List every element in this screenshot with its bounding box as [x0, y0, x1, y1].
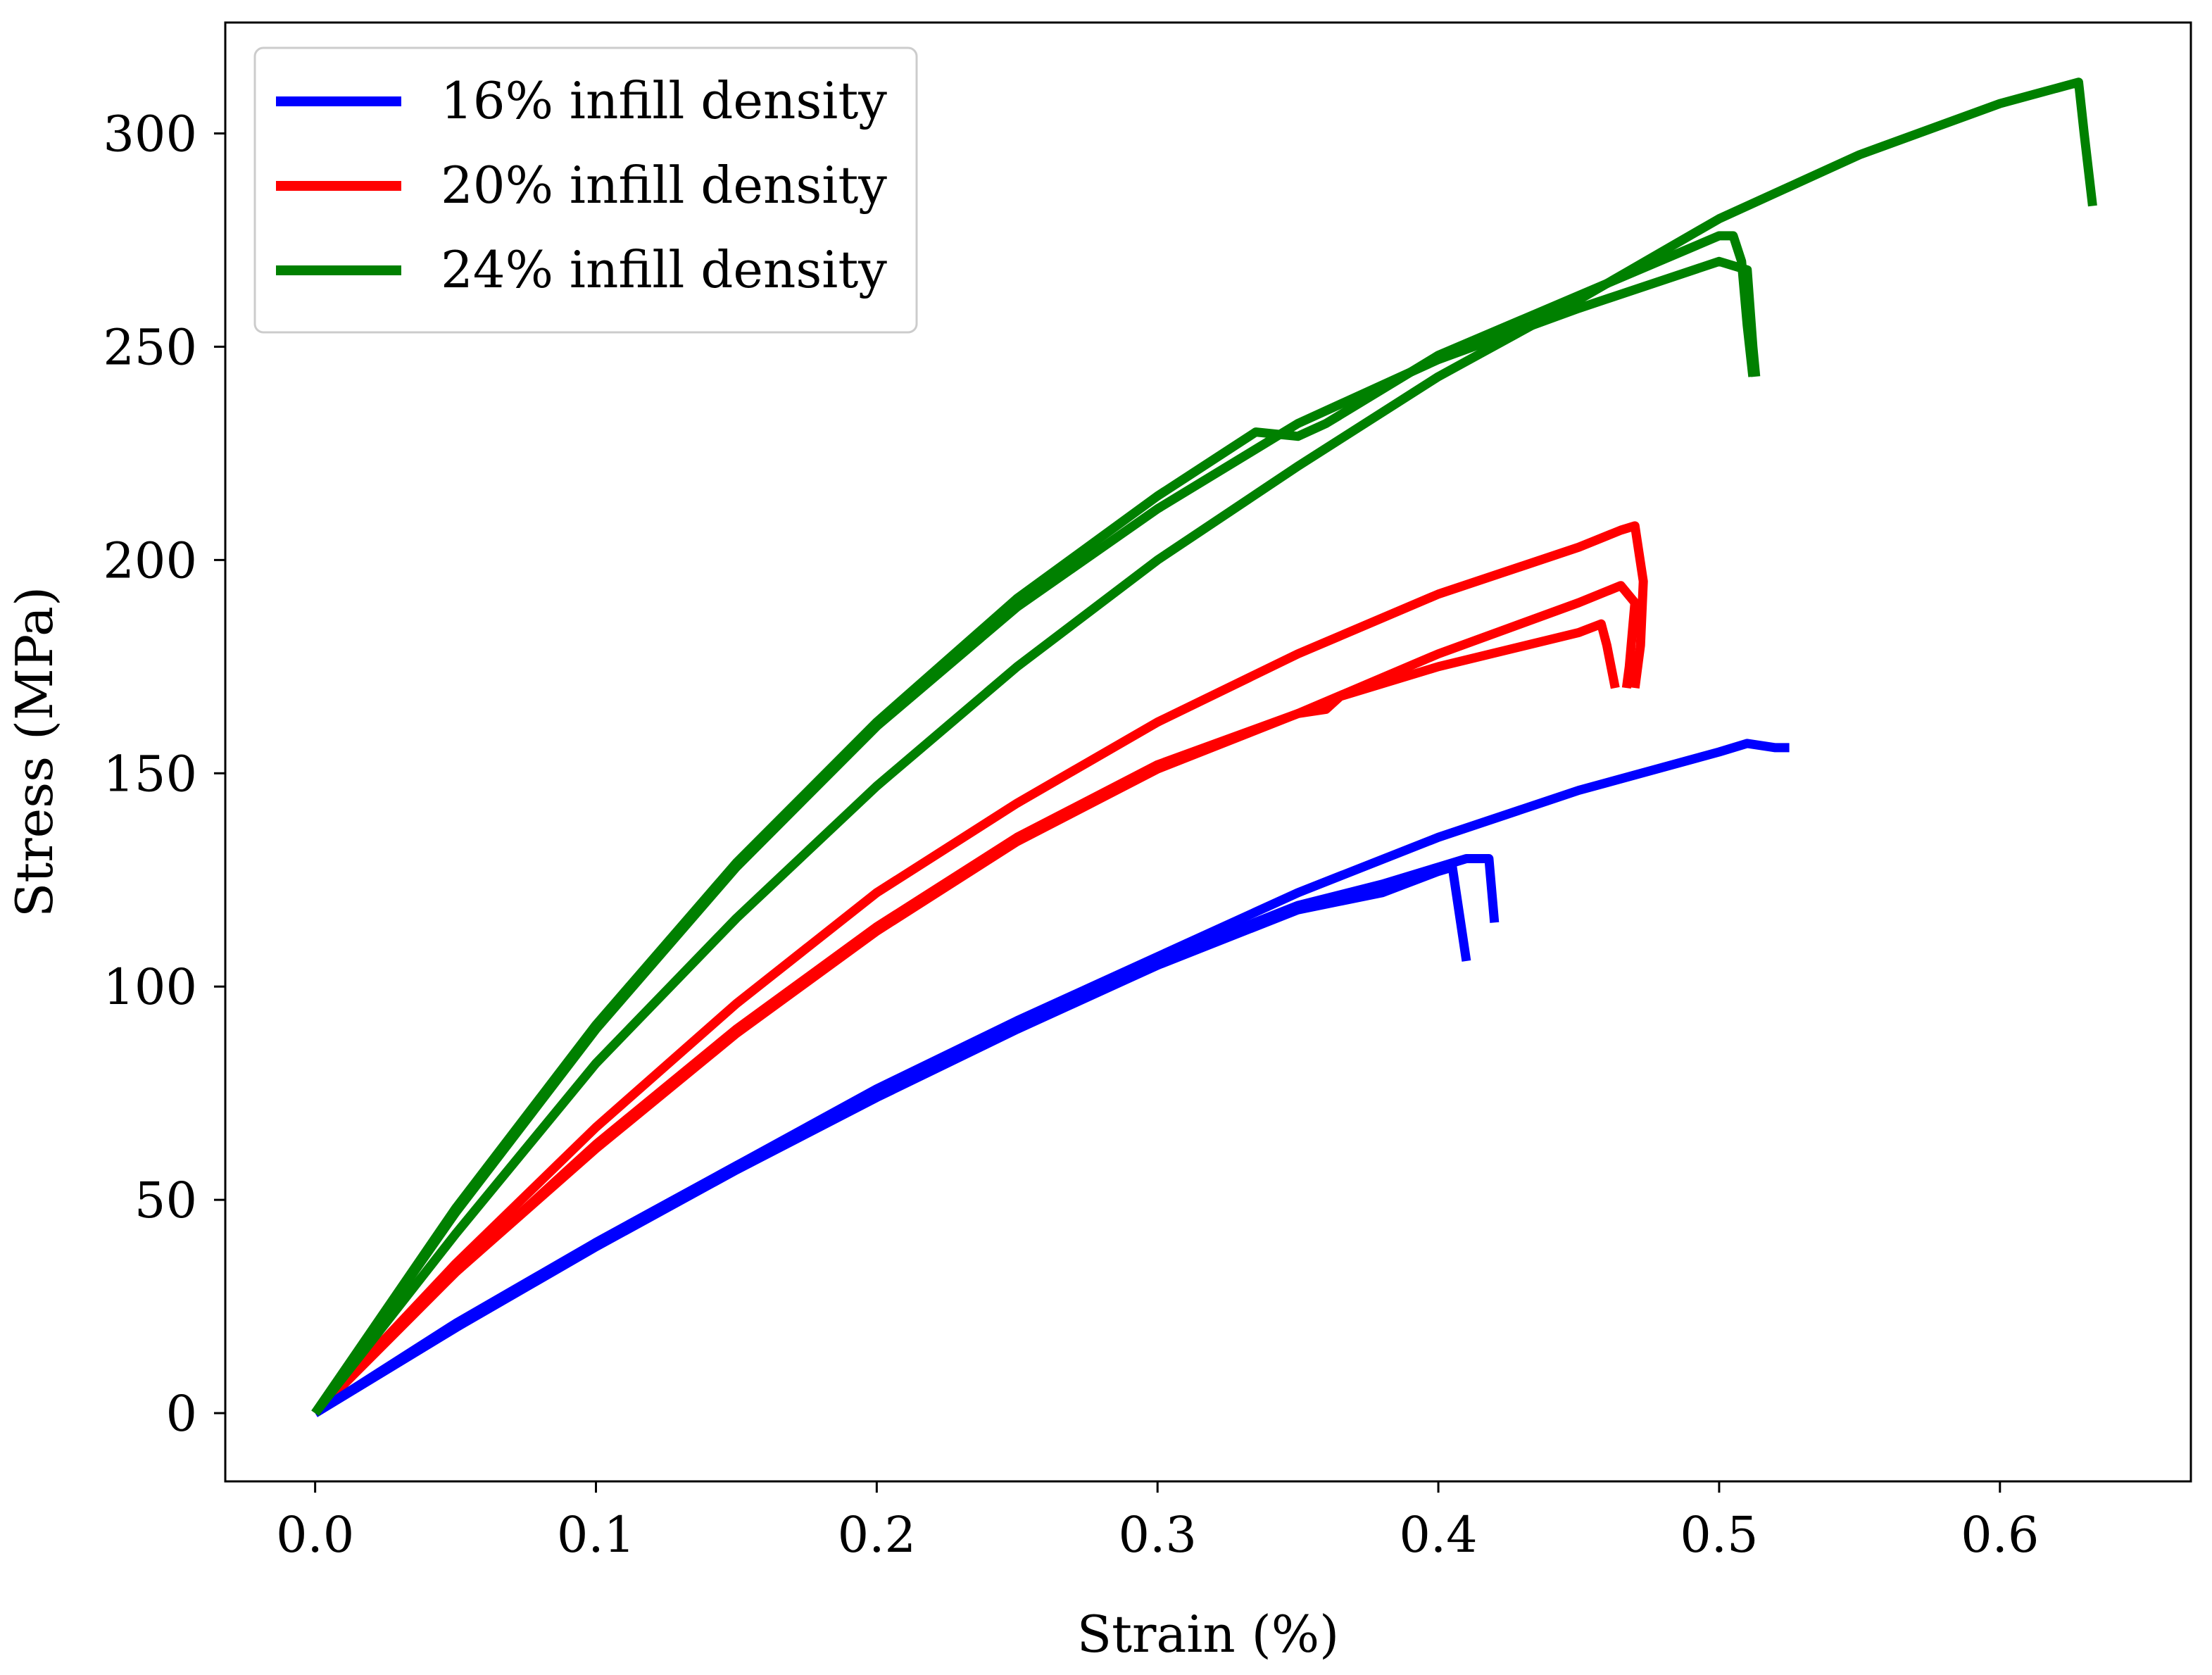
y-tick-label: 100 [103, 958, 197, 1016]
x-axis: 0.0 0.1 0.2 0.3 0.4 0.5 0.6 [276, 1481, 2039, 1564]
x-axis-title: Strain (%) [1077, 1605, 1339, 1664]
series-line-6 [311, 521, 1648, 1417]
y-tick-label: 300 [103, 106, 197, 163]
y-tick-label: 150 [103, 745, 197, 803]
x-tick-label: 0.5 [1680, 1506, 1758, 1564]
legend-label-20: 20% infill density [441, 156, 887, 215]
series-line-9 [311, 77, 2097, 1417]
legend: 16% infill density 20% infill density 24… [253, 46, 918, 334]
y-tick-label: 200 [103, 532, 197, 589]
series-line-8 [311, 256, 1761, 1416]
series-line-5 [311, 581, 1640, 1417]
x-tick-label: 0.4 [1399, 1506, 1477, 1564]
plot-area-frame [224, 21, 2192, 1483]
x-tick-label: 0.6 [1961, 1506, 2039, 1564]
y-tick-label: 250 [103, 318, 197, 376]
legend-label-16: 16% infill density [441, 71, 887, 130]
y-tick-label: 50 [134, 1172, 197, 1229]
x-tick-label: 0.0 [276, 1506, 354, 1564]
series-layer [311, 77, 2097, 1417]
x-tick-label: 0.1 [557, 1506, 635, 1564]
x-tick-label: 0.2 [838, 1506, 916, 1564]
series-line-3 [313, 739, 1790, 1417]
x-tick-label: 0.3 [1119, 1506, 1197, 1564]
y-axis-title: Stress (MPa) [5, 586, 64, 917]
y-tick-label: 0 [165, 1385, 197, 1443]
legend-box [253, 46, 918, 334]
legend-label-24: 24% infill density [441, 240, 887, 299]
y-axis: 0 50 100 150 200 250 300 [103, 106, 225, 1443]
